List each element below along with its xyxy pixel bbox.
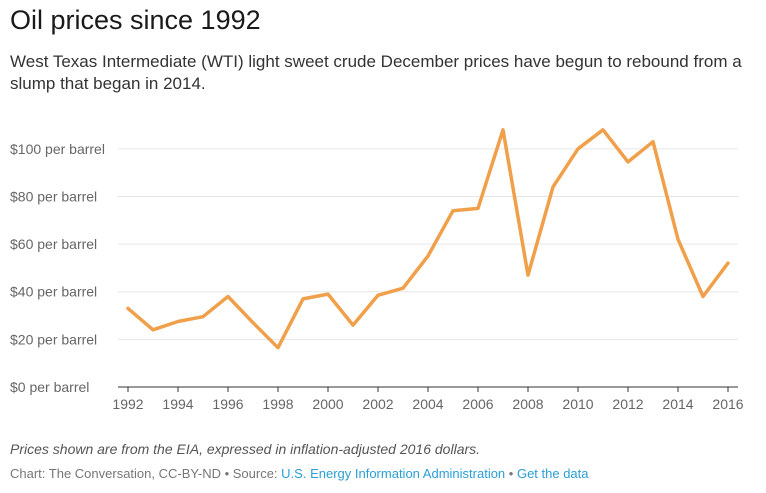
get-data-link[interactable]: Get the data	[516, 466, 589, 481]
x-tick-label: 1998	[262, 396, 293, 412]
x-tick-label: 2014	[662, 396, 693, 412]
y-tick-label: $40 per barrel	[10, 284, 97, 300]
y-tick-label: $100 per barrel	[10, 141, 105, 157]
footnote: Prices shown are from the EIA, expressed…	[10, 441, 481, 457]
gridlines	[118, 148, 738, 340]
x-tick-label: 2004	[412, 396, 443, 412]
x-tick-label: 2016	[712, 396, 743, 412]
x-axis	[118, 386, 738, 392]
line-chart: $0 per barrel $20 per barrel $40 per barre…	[10, 128, 744, 412]
series-line	[126, 128, 730, 350]
x-tick-label: 1994	[162, 396, 193, 412]
x-tick-label: 1992	[112, 396, 143, 412]
credit-separator: •	[505, 466, 517, 481]
y-tick-label: $80 per barrel	[10, 188, 97, 204]
x-tick-label: 2008	[512, 396, 543, 412]
x-tick-label: 2012	[612, 396, 643, 412]
credit-prefix: Chart: The Conversation, CC-BY-ND • Sour…	[10, 466, 282, 481]
chart-title: Oil prices since 1992	[10, 5, 261, 35]
y-tick-label: $0 per barrel	[10, 379, 89, 395]
source-link[interactable]: U.S. Energy Information Administration	[281, 466, 506, 481]
x-tick-label: 2010	[562, 396, 593, 412]
y-tick-label: $60 per barrel	[10, 236, 97, 252]
y-tick-label: $20 per barrel	[10, 331, 97, 347]
x-axis-labels: 1992 1994 1996 1998 2000 2002 2004 2006 2008 2010…	[112, 396, 743, 412]
credit-line: Chart: The Conversation, CC-BY-ND • Sour…	[10, 466, 589, 481]
x-tick-label: 2000	[312, 396, 343, 412]
x-tick-label: 2002	[362, 396, 393, 412]
series-layer	[126, 128, 730, 350]
chart-subtitle: West Texas Intermediate (WTI) light swee…	[10, 52, 742, 93]
x-tick-label: 1996	[212, 396, 243, 412]
x-tick-label: 2006	[462, 396, 493, 412]
y-axis-labels: $0 per barrel $20 per barrel $40 per barre…	[10, 141, 105, 395]
